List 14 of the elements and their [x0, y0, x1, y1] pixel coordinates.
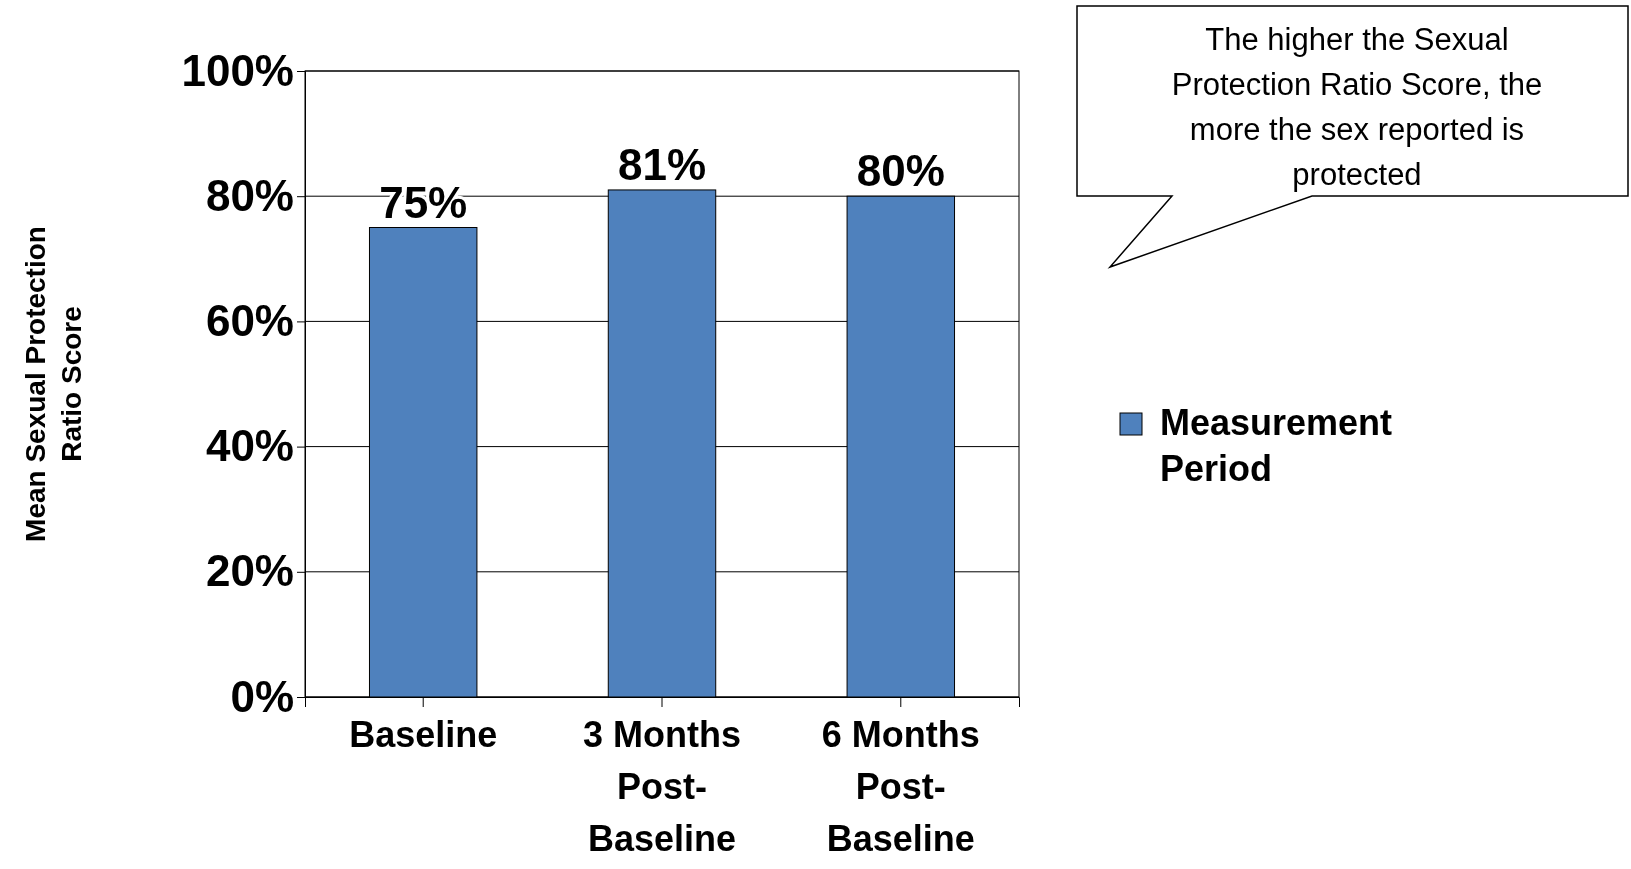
legend-label: Measurement Period — [1160, 402, 1393, 489]
x-tick-label: 3 Months Post-Baseline — [583, 714, 741, 859]
y-tick-label: 60% — [205, 295, 294, 345]
y-tick-label: 20% — [205, 546, 294, 596]
y-tick-label: 40% — [205, 421, 294, 471]
text: 80% — [856, 146, 945, 196]
x-tick-label: 6 Months Post-Baseline — [821, 714, 980, 859]
y-tick-label: 0% — [230, 671, 294, 721]
x-tick-label: Baseline — [349, 714, 498, 755]
text: 81% — [617, 139, 707, 189]
y-axis-title: Mean Sexual Protection Ratio Score — [20, 226, 87, 542]
text: The higher the Sexual Protection Ratio Score, the more the sex reported is protected — [1171, 22, 1543, 192]
y-tick-label: 80% — [205, 170, 294, 220]
y-tick-label: 100% — [181, 45, 294, 95]
